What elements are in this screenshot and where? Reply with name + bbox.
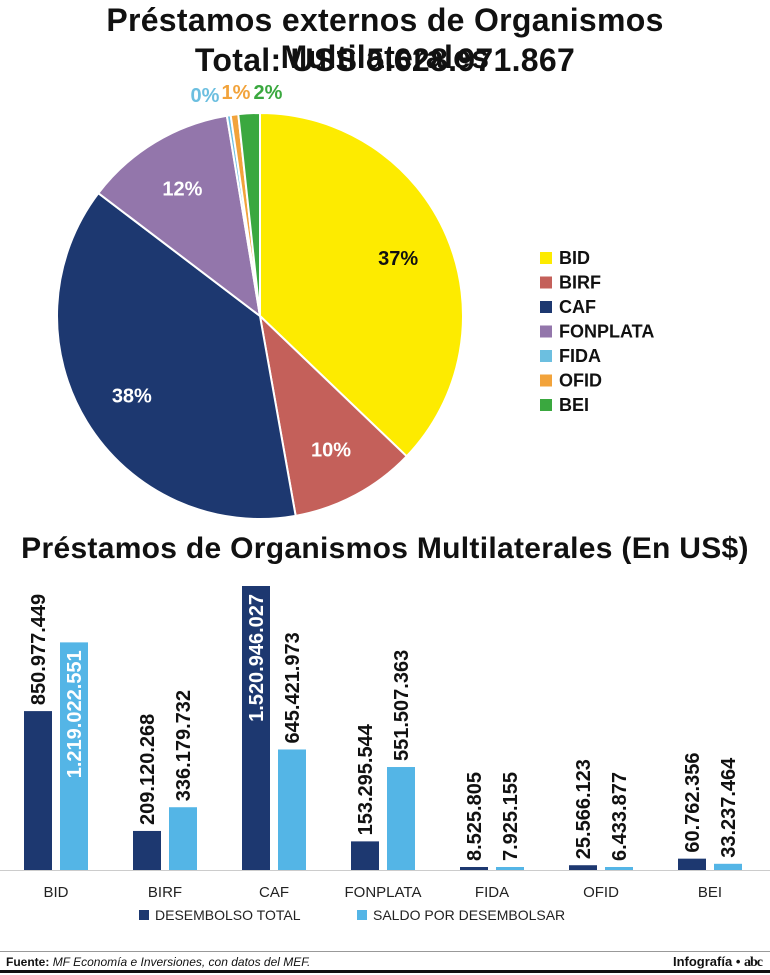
- bar-legend-label-desembolso: DESEMBOLSO TOTAL: [155, 907, 301, 923]
- legend-swatch-ofid: [540, 374, 552, 387]
- bar-value-label-fida-saldo: 7.925.155: [500, 772, 522, 861]
- bar-value-label-ofid-saldo: 6.433.877: [609, 772, 631, 861]
- bar-chart-title: Préstamos de Organismos Multilaterales (…: [21, 532, 749, 565]
- legend-label-ofid: OFID: [559, 371, 602, 391]
- bar-legend-swatch-saldo: [357, 910, 367, 920]
- bar-value-label-ofid-desembolso: 25.566.123: [573, 759, 595, 859]
- bar-value-label-bei-desembolso: 60.762.356: [682, 753, 704, 853]
- bar-value-label-bid-desembolso: 850.977.449: [28, 594, 50, 705]
- bar-value-label-fonplata-desembolso: 153.295.544: [355, 723, 377, 835]
- bar-fonplata-saldo: [387, 767, 415, 870]
- legend-label-fida: FIDA: [559, 346, 601, 366]
- bar-caf-saldo: [278, 749, 306, 870]
- legend-label-caf: CAF: [559, 297, 596, 317]
- footer-source-text: MF Economía e Inversiones, con datos del…: [52, 955, 311, 969]
- pie-slice-fonplata: [96, 114, 262, 319]
- footer-source-label: Fuente:: [6, 955, 50, 969]
- x-tick-label-fida: FIDA: [475, 884, 509, 901]
- x-tick-label-bei: BEI: [698, 884, 722, 901]
- bar-fida-desembolso: [460, 867, 488, 870]
- legend-swatch-fida: [540, 350, 552, 362]
- bar-fida-saldo: [496, 867, 524, 870]
- pie-slice-birf: [258, 313, 409, 518]
- pie-chart-title: Préstamos externos de Organismos Multila…: [106, 2, 664, 75]
- pie-label-ofid: 1%: [222, 82, 251, 104]
- legend-label-fonplata: FONPLATA: [559, 322, 654, 342]
- pie-label-fonplata: 12%: [162, 178, 202, 200]
- pie-slice-caf: [56, 191, 297, 520]
- pie-slice-bid: [259, 111, 464, 458]
- bar-value-label-fida-desembolso: 8.525.805: [464, 772, 486, 861]
- bar-ofid-saldo: [605, 867, 633, 870]
- bar-legend-swatch-desembolso: [139, 910, 149, 920]
- x-tick-label-caf: CAF: [259, 884, 289, 901]
- bar-birf-saldo: [169, 807, 197, 870]
- pie-label-bei: 2%: [254, 82, 283, 104]
- bar-value-label-caf-saldo: 645.421.973: [282, 632, 304, 743]
- x-tick-label-bid: BID: [43, 884, 68, 901]
- bar-value-label-birf-saldo: 336.179.732: [173, 690, 195, 801]
- footer-credit: Infografía • abc: [672, 954, 763, 971]
- bar-bei-saldo: [714, 863, 742, 870]
- pie-label-bid: 37%: [378, 248, 418, 270]
- bottom-rule: [0, 970, 770, 973]
- pie-label-caf: 38%: [112, 385, 152, 407]
- legend-swatch-fonplata: [540, 325, 552, 338]
- bar-ofid-desembolso: [569, 865, 597, 870]
- legend-label-bid: BID: [559, 248, 590, 268]
- bar-value-label-caf-desembolso: 1.520.946.027: [246, 594, 268, 722]
- bar-birf-desembolso: [133, 830, 161, 870]
- pie-label-birf: 10%: [311, 439, 351, 461]
- footer-credit-text: Infografía •: [672, 954, 741, 969]
- abc-logo: abc: [744, 955, 763, 970]
- pie-slice-bei: [237, 111, 261, 317]
- legend-label-birf: BIRF: [559, 273, 601, 293]
- bar-bid-saldo: [60, 642, 88, 870]
- x-tick-label-fonplata: FONPLATA: [345, 884, 422, 901]
- pie-label-fida: 0%: [191, 85, 220, 107]
- footer-separator: [0, 951, 770, 952]
- x-tick-label-birf: BIRF: [148, 884, 182, 901]
- legend-swatch-caf: [540, 301, 552, 313]
- pie-chart: 37% 10% 38% 12% 0% 1% 2% BID BIRF CAF FONPLATA FIDA…: [56, 82, 654, 520]
- bar-value-label-bid-saldo: 1.219.022.551: [64, 650, 86, 778]
- bar-caf-desembolso: [242, 586, 270, 870]
- legend-label-bei: BEI: [559, 395, 589, 415]
- legend-swatch-bid: [540, 252, 552, 264]
- legend-swatch-bei: [540, 399, 552, 411]
- x-tick-label-ofid: OFID: [583, 884, 619, 901]
- bar-bid-desembolso: [24, 711, 52, 870]
- bar-bei-desembolso: [678, 858, 706, 870]
- bar-value-label-fonplata-saldo: 551.507.363: [391, 650, 413, 761]
- bar-value-label-bei-saldo: 33.237.464: [718, 757, 740, 858]
- footer-source: Fuente: MF Economía e Inversiones, con d…: [6, 955, 310, 969]
- bar-value-label-birf-desembolso: 209.120.268: [137, 714, 159, 825]
- bar-fonplata-desembolso: [351, 841, 379, 870]
- pie-chart-subtitle: Total: USS 5.628.971.867: [194, 42, 576, 78]
- bar-legend-label-saldo: SALDO POR DESEMBOLSAR: [373, 907, 565, 923]
- legend-swatch-birf: [540, 276, 552, 289]
